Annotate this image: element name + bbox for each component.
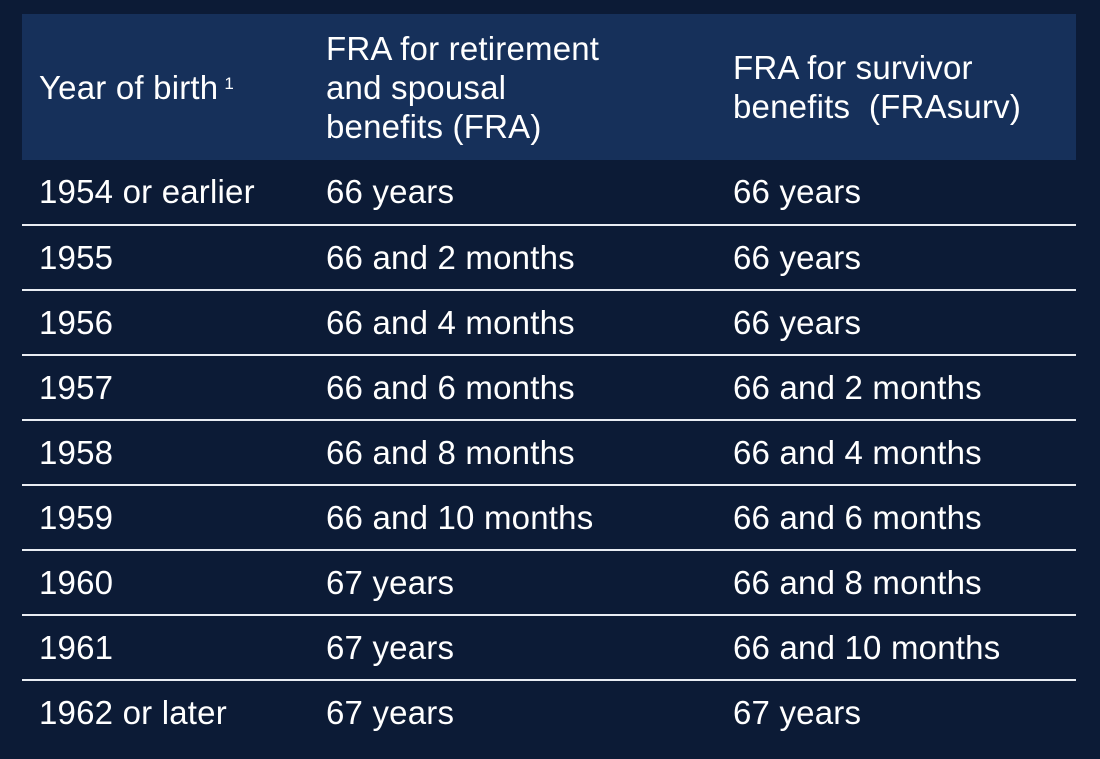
header-fra-line3: benefits (FRA) (326, 107, 542, 145)
cell-fra: 66 and 8 months (310, 419, 715, 485)
cell-year: 1962 or later (22, 679, 310, 744)
cell-year: 1957 (22, 354, 310, 420)
header-year-of-birth: Year of birth 1 (22, 14, 310, 160)
table-row: 1959 66 and 10 months 66 and 6 months (22, 484, 1076, 550)
header-frasurv-line1: FRA for survivor (733, 49, 973, 86)
cell-year: 1954 or earlier (39, 173, 255, 210)
table-body: 1954 or earlier 66 years 66 years 1955 6… (22, 160, 1076, 744)
cell-frasurv: 66 and 10 months (715, 614, 1076, 680)
cell-year: 1960 (22, 549, 310, 615)
cell-frasurv: 66 and 4 months (715, 419, 1076, 485)
header-fra-line1: FRA for retirement (326, 29, 600, 67)
cell-year: 1961 (22, 614, 310, 680)
cell-year: 1958 (22, 419, 310, 485)
cell-frasurv: 66 years (733, 173, 862, 210)
header-year-of-birth-label: Year of birth (39, 68, 219, 106)
header-fra-line2: and spousal (326, 68, 507, 106)
cell-frasurv: 66 years (715, 289, 1076, 355)
footnote-marker: 1 (224, 73, 234, 93)
table-row: 1956 66 and 4 months 66 years (22, 289, 1076, 355)
fra-table-container: Year of birth 1 FRA for retirement and sp… (22, 14, 1076, 744)
cell-year: 1956 (22, 289, 310, 355)
table-row: 1961 67 years 66 and 10 months (22, 614, 1076, 680)
cell-year: 1955 (22, 224, 310, 290)
table-row: 1957 66 and 6 months 66 and 2 months (22, 354, 1076, 420)
header-frasurv-line2: benefits (FRAsurv) (733, 88, 1022, 125)
cell-year: 1959 (22, 484, 310, 550)
cell-fra: 66 and 2 months (310, 224, 715, 290)
cell-frasurv: 66 and 2 months (715, 354, 1076, 420)
cell-fra: 66 and 10 months (310, 484, 715, 550)
table-row: 1962 or later 67 years 67 years (22, 679, 1076, 744)
cell-frasurv: 66 and 8 months (715, 549, 1076, 615)
table-header: Year of birth 1 FRA for retirement and sp… (22, 14, 1076, 160)
cell-fra: 67 years (310, 549, 715, 615)
table-row: 1954 or earlier 66 years 66 years (22, 160, 1076, 225)
table-row: 1958 66 and 8 months 66 and 4 months (22, 419, 1076, 485)
cell-frasurv: 66 years (715, 224, 1076, 290)
header-fra: FRA for retirement and spousal benefits … (310, 14, 715, 160)
header-row: Year of birth 1 FRA for retirement and sp… (22, 14, 1076, 160)
cell-fra: 66 and 4 months (310, 289, 715, 355)
cell-frasurv: 66 and 6 months (715, 484, 1076, 550)
fra-table: Year of birth 1 FRA for retirement and sp… (22, 14, 1076, 744)
cell-fra: 66 and 6 months (310, 354, 715, 420)
table-row: 1955 66 and 2 months 66 years (22, 224, 1076, 290)
header-frasurv: FRA for survivor benefits (FRAsurv) (715, 14, 1076, 160)
cell-fra: 66 years (326, 173, 455, 210)
cell-fra: 67 years (310, 614, 715, 680)
table-row: 1960 67 years 66 and 8 months (22, 549, 1076, 615)
cell-fra: 67 years (310, 679, 715, 744)
cell-frasurv: 67 years (715, 679, 1076, 744)
